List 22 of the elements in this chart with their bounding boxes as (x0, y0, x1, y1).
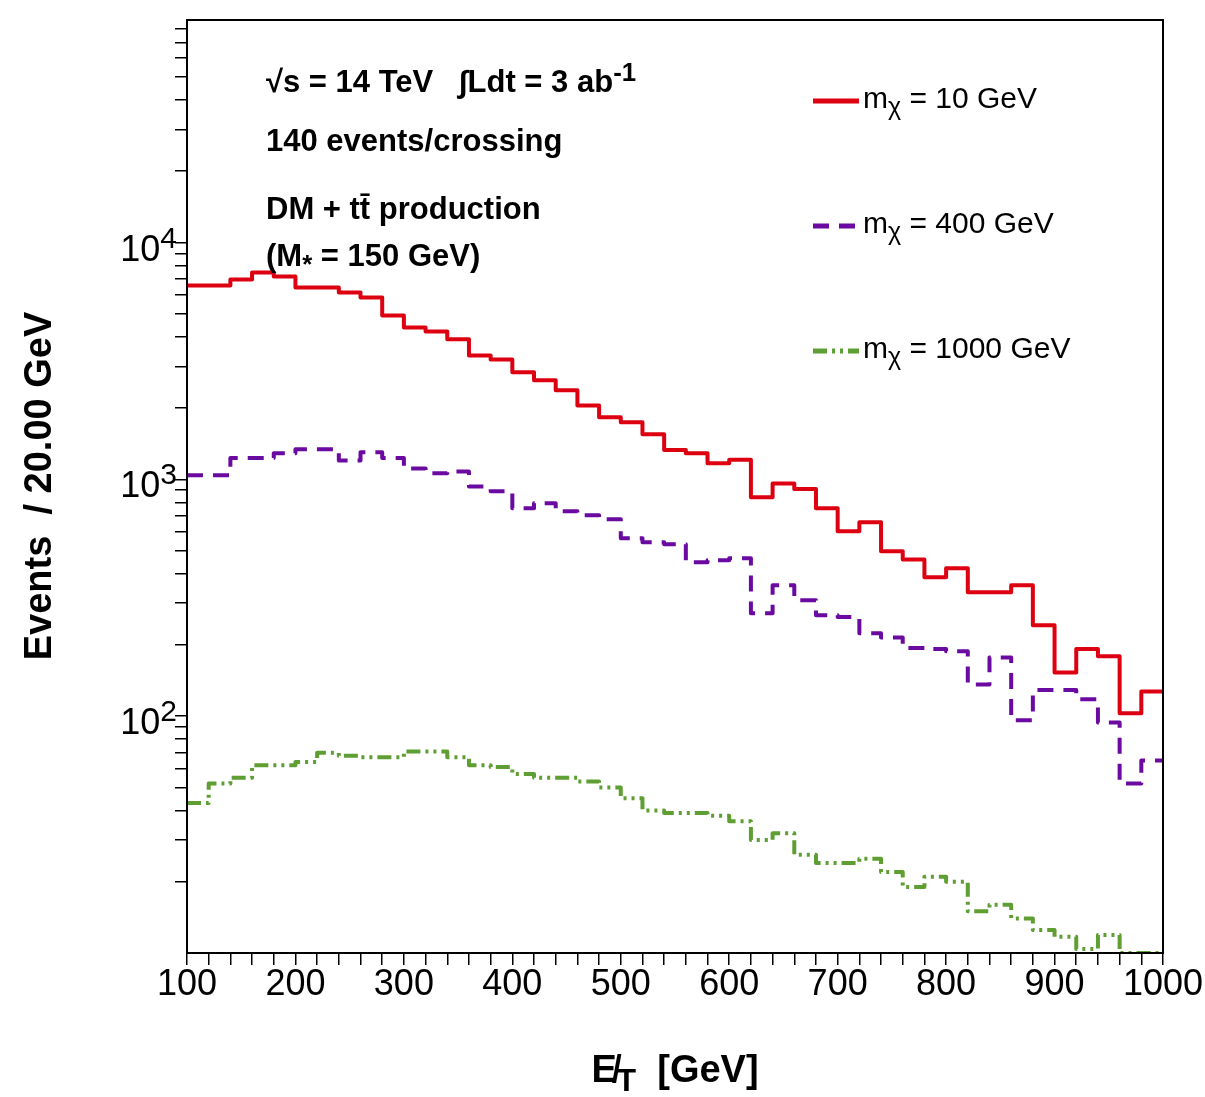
x-tick-label: 500 (590, 962, 651, 1003)
x-tick-label: 400 (482, 962, 543, 1003)
annotation: 140 events/crossing (266, 123, 563, 159)
annotation: √s = 14 TeV ∫Ldt = 3 ab$^{-1}$ (266, 58, 637, 101)
x-axis-title: E̸$_{T}$ [GeV] (590, 1048, 760, 1097)
y-axis-title: Events / 20.00 GeV (16, 311, 60, 661)
annotation: (M$_{*}$ = 150 GeV) (266, 238, 481, 280)
x-tick-label: 600 (699, 962, 760, 1003)
y-tick-label: 10$^{3}$ (120, 455, 177, 505)
x-tick-label: 700 (807, 962, 868, 1003)
legend-label: m$_{χ}$ = 1000 GeV (863, 330, 1071, 371)
legend-label: m$_{χ}$ = 10 GeV (863, 80, 1038, 121)
y-tick-label: 10$^{2}$ (120, 692, 177, 742)
x-tick-label: 200 (265, 962, 326, 1003)
x-tick-label: 1000 (1122, 962, 1204, 1003)
legend-label: m$_{χ}$ = 400 GeV (863, 205, 1054, 246)
x-tick-label: 900 (1024, 962, 1085, 1003)
annotation: DM + tt̄ production (266, 191, 541, 227)
y-tick-label: 10$^{4}$ (120, 219, 177, 268)
x-tick-label: 100 (156, 962, 218, 1003)
x-tick-label: 800 (916, 962, 977, 1003)
x-tick-label: 300 (373, 962, 434, 1003)
